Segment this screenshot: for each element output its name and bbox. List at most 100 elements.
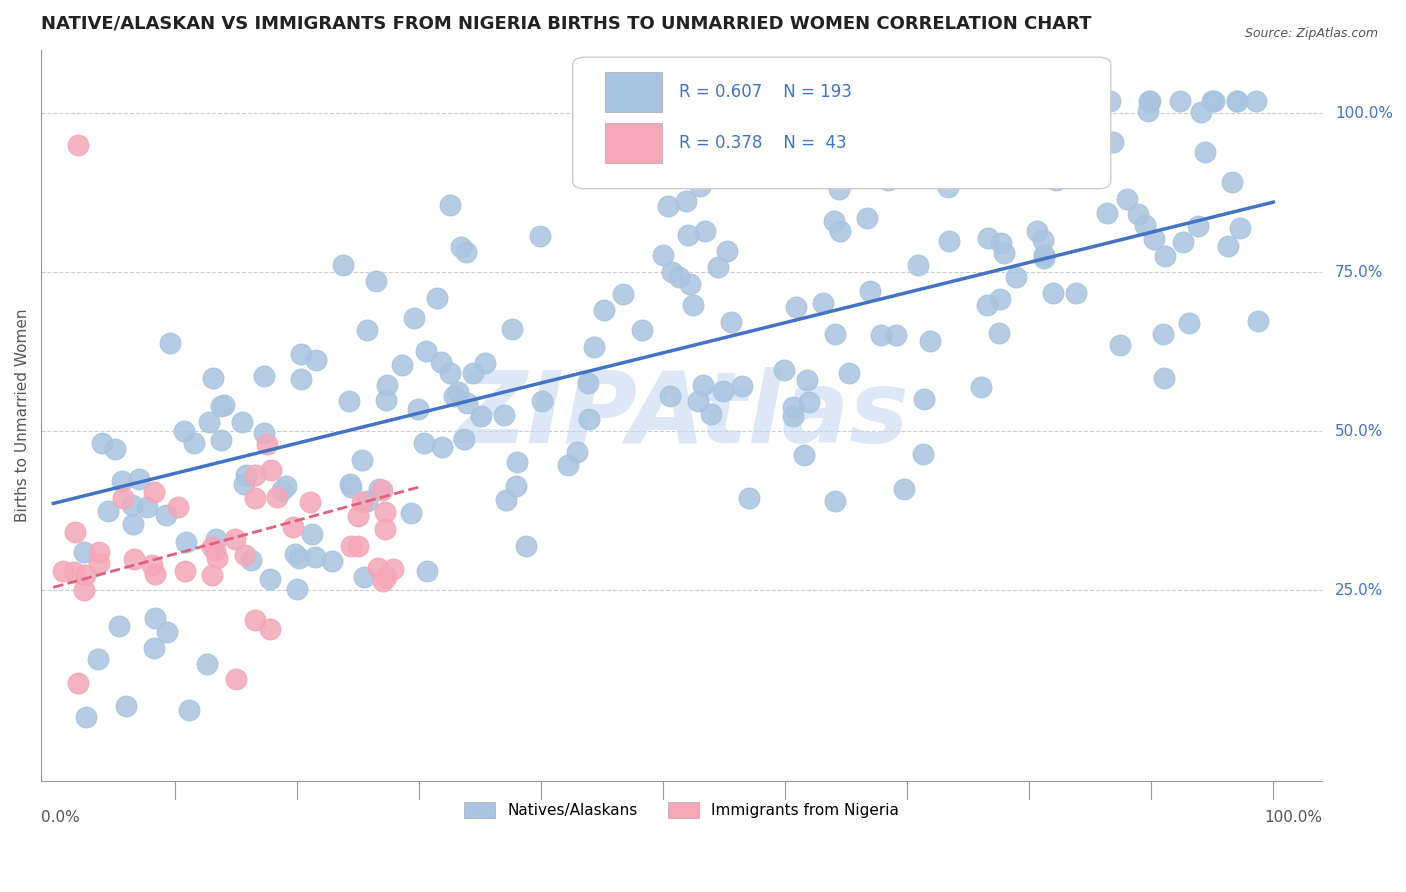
Point: [364, 274, 387, 288]
Point: [1189, 105, 1212, 120]
Point: [1032, 248, 1054, 262]
Point: [374, 505, 396, 519]
Point: [1136, 103, 1159, 118]
Point: [204, 542, 226, 557]
Point: [456, 244, 478, 259]
Point: [700, 407, 723, 421]
Point: [1095, 206, 1118, 220]
Point: [977, 231, 1000, 245]
Point: [173, 424, 195, 438]
Point: [811, 295, 834, 310]
Point: [233, 477, 256, 491]
Text: Source: ZipAtlas.com: Source: ZipAtlas.com: [1244, 27, 1378, 40]
Point: [456, 396, 478, 410]
Point: [270, 483, 292, 497]
Point: [689, 178, 711, 193]
Point: [115, 699, 138, 714]
Point: [371, 483, 394, 497]
Point: [86, 651, 108, 665]
Point: [52, 564, 75, 578]
Point: [799, 395, 821, 409]
Point: [893, 482, 915, 496]
Text: 50.0%: 50.0%: [1334, 424, 1384, 439]
Point: [911, 447, 934, 461]
Point: [474, 356, 496, 370]
Point: [938, 234, 960, 248]
Point: [693, 224, 716, 238]
FancyBboxPatch shape: [605, 71, 662, 112]
Point: [1032, 233, 1054, 247]
Point: [531, 394, 554, 409]
Point: [1152, 326, 1174, 341]
Point: [775, 94, 797, 108]
Point: [1033, 251, 1056, 265]
Point: [426, 292, 449, 306]
Point: [453, 432, 475, 446]
Point: [321, 554, 343, 568]
Point: [209, 399, 232, 413]
Point: [167, 500, 190, 514]
Point: [104, 442, 127, 456]
Point: [738, 491, 761, 505]
Point: [675, 194, 697, 208]
Point: [876, 172, 898, 186]
Point: [439, 198, 461, 212]
Point: [375, 569, 398, 583]
Point: [305, 352, 328, 367]
Point: [233, 549, 256, 563]
Point: [730, 379, 752, 393]
Point: [470, 409, 492, 424]
Point: [1229, 220, 1251, 235]
Point: [1098, 94, 1121, 108]
Point: [1226, 94, 1249, 108]
Point: [177, 703, 200, 717]
Point: [1168, 94, 1191, 108]
Point: [276, 478, 298, 492]
Text: 100.0%: 100.0%: [1334, 106, 1393, 121]
Point: [782, 409, 804, 423]
Point: [612, 287, 634, 301]
Point: [1057, 94, 1080, 108]
Point: [259, 572, 281, 586]
Point: [183, 436, 205, 450]
Point: [332, 259, 354, 273]
Point: [256, 437, 278, 451]
Point: [1025, 223, 1047, 237]
Point: [391, 358, 413, 372]
Point: [284, 547, 307, 561]
Point: [942, 143, 965, 157]
Point: [796, 373, 818, 387]
Point: [506, 454, 529, 468]
Point: [235, 468, 257, 483]
Point: [406, 401, 429, 416]
Point: [347, 508, 370, 523]
Point: [707, 260, 730, 274]
Point: [122, 517, 145, 532]
Point: [381, 562, 404, 576]
Point: [67, 675, 90, 690]
Point: [529, 228, 551, 243]
Point: [1218, 239, 1240, 253]
Point: [141, 558, 163, 572]
Point: [367, 483, 389, 497]
Point: [1139, 94, 1161, 108]
Point: [142, 640, 165, 655]
Point: [209, 433, 232, 447]
Point: [578, 412, 600, 426]
Point: [174, 535, 197, 549]
Point: [281, 520, 304, 534]
Point: [337, 394, 360, 409]
Point: [174, 564, 197, 578]
Point: [63, 525, 86, 540]
Point: [682, 298, 704, 312]
Point: [91, 436, 114, 450]
Point: [402, 310, 425, 325]
Text: R = 0.378    N =  43: R = 0.378 N = 43: [679, 135, 846, 153]
Point: [375, 378, 398, 392]
Point: [938, 179, 960, 194]
Point: [443, 389, 465, 403]
Point: [824, 326, 846, 341]
Point: [838, 367, 860, 381]
Point: [988, 326, 1011, 340]
Point: [1173, 235, 1195, 250]
